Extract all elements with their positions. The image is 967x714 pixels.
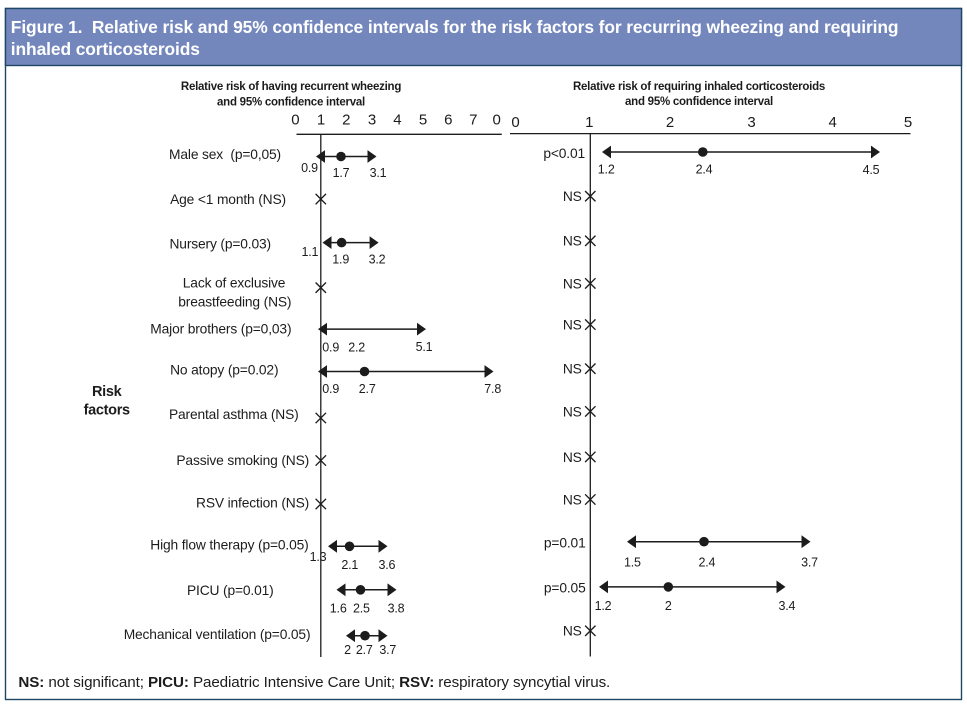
svg-text:4: 4 (829, 114, 837, 131)
svg-text:Mechanical ventilation (p=0.05: Mechanical ventilation (p=0.05) (124, 627, 311, 642)
svg-text:5: 5 (904, 114, 912, 131)
svg-text:Risk: Risk (92, 384, 123, 400)
svg-text:7.8: 7.8 (484, 382, 501, 396)
svg-text:NS: NS (563, 624, 582, 639)
svg-text:3.8: 3.8 (388, 602, 405, 616)
svg-text:5.1: 5.1 (416, 340, 433, 354)
svg-text:NS: not significant; PICU: Pae: NS: not significant; PICU: Paediatric In… (18, 674, 610, 691)
svg-text:2.1: 2.1 (341, 558, 358, 572)
svg-text:2: 2 (665, 599, 672, 613)
svg-text:Lack of exclusive: Lack of exclusive (183, 276, 286, 291)
svg-text:Relative risk of requiring inh: Relative risk of requiring inhaled corti… (573, 81, 825, 93)
svg-text:6: 6 (444, 112, 452, 129)
svg-text:Major brothers (p=0,03): Major brothers (p=0,03) (150, 322, 291, 337)
svg-text:Parental asthma (NS): Parental asthma (NS) (169, 407, 299, 422)
svg-text:2.7: 2.7 (359, 382, 376, 396)
svg-text:2.4: 2.4 (696, 162, 713, 176)
svg-text:1.5: 1.5 (624, 555, 641, 569)
svg-text:1.3: 1.3 (310, 550, 327, 564)
svg-text:2.7: 2.7 (356, 643, 373, 657)
svg-text:Age <1 month (NS): Age <1 month (NS) (170, 192, 286, 207)
svg-text:RSV infection (NS): RSV infection (NS) (196, 495, 309, 510)
svg-text:p=0.05: p=0.05 (544, 581, 586, 596)
svg-text:p<0.01: p<0.01 (543, 146, 585, 161)
svg-text:0.9: 0.9 (322, 340, 339, 354)
svg-text:1.9: 1.9 (332, 253, 349, 267)
svg-text:PICU (p=0.01): PICU (p=0.01) (187, 583, 274, 598)
svg-text:NS: NS (563, 189, 582, 204)
svg-text:0: 0 (291, 112, 299, 129)
svg-text:3.7: 3.7 (379, 643, 396, 657)
svg-text:Nursery (p=0.03): Nursery (p=0.03) (169, 236, 271, 251)
svg-text:NS: NS (563, 492, 582, 507)
svg-text:NS: NS (563, 404, 582, 419)
svg-text:2.5: 2.5 (353, 602, 370, 616)
svg-text:2.2: 2.2 (348, 340, 365, 354)
svg-text:NS: NS (563, 362, 582, 377)
svg-text:3.7: 3.7 (801, 555, 818, 569)
svg-text:NS: NS (563, 450, 582, 465)
svg-text:and 95% confidence interval: and 95% confidence interval (217, 97, 365, 109)
svg-text:2: 2 (344, 643, 351, 657)
svg-text:1.1: 1.1 (302, 245, 319, 259)
svg-text:7: 7 (469, 112, 477, 129)
svg-text:4: 4 (393, 112, 401, 129)
svg-text:1: 1 (317, 112, 325, 129)
svg-text:0.9: 0.9 (322, 382, 339, 396)
svg-text:2: 2 (342, 112, 350, 129)
svg-text:2: 2 (666, 114, 674, 131)
svg-text:4.5: 4.5 (863, 163, 880, 177)
svg-text:High flow therapy (p=0.05): High flow therapy (p=0.05) (150, 538, 308, 553)
svg-text:Figure 1. Relative risk and 9: Figure 1. Relative risk and 95% confiden… (11, 17, 899, 37)
svg-text:1.2: 1.2 (598, 162, 615, 176)
svg-text:2.4: 2.4 (699, 555, 716, 569)
svg-text:NS: NS (563, 276, 582, 291)
svg-text:Passive smoking (NS): Passive smoking (NS) (176, 453, 309, 468)
svg-text:0.9: 0.9 (301, 161, 318, 175)
svg-text:factors: factors (84, 402, 130, 418)
svg-text:and 95% confidence interval: and 95% confidence interval (625, 96, 773, 108)
svg-text:NS: NS (563, 234, 582, 249)
svg-text:Relative risk of having recurr: Relative risk of having recurrent wheezi… (181, 81, 401, 93)
svg-text:3.4: 3.4 (779, 599, 796, 613)
svg-text:p=0.01: p=0.01 (544, 535, 586, 550)
svg-text:breastfeeding (NS): breastfeeding (NS) (178, 294, 291, 309)
svg-text:No atopy (p=0.02): No atopy (p=0.02) (170, 362, 278, 377)
svg-text:inhaled corticosteroids: inhaled corticosteroids (11, 39, 200, 59)
svg-text:1: 1 (585, 114, 593, 131)
svg-text:3.2: 3.2 (369, 253, 386, 267)
svg-text:3.1: 3.1 (370, 166, 387, 180)
svg-text:0: 0 (511, 114, 519, 131)
svg-text:3.6: 3.6 (379, 558, 396, 572)
svg-text:5: 5 (419, 112, 427, 129)
svg-text:1.6: 1.6 (330, 602, 347, 616)
svg-text:1.7: 1.7 (333, 166, 350, 180)
svg-text:0: 0 (493, 112, 501, 129)
svg-text:3: 3 (747, 114, 755, 131)
svg-text:Male sex (p=0,05): Male sex (p=0,05) (169, 147, 281, 162)
svg-text:NS: NS (563, 318, 582, 333)
svg-text:3: 3 (368, 112, 376, 129)
svg-text:1.2: 1.2 (595, 599, 612, 613)
